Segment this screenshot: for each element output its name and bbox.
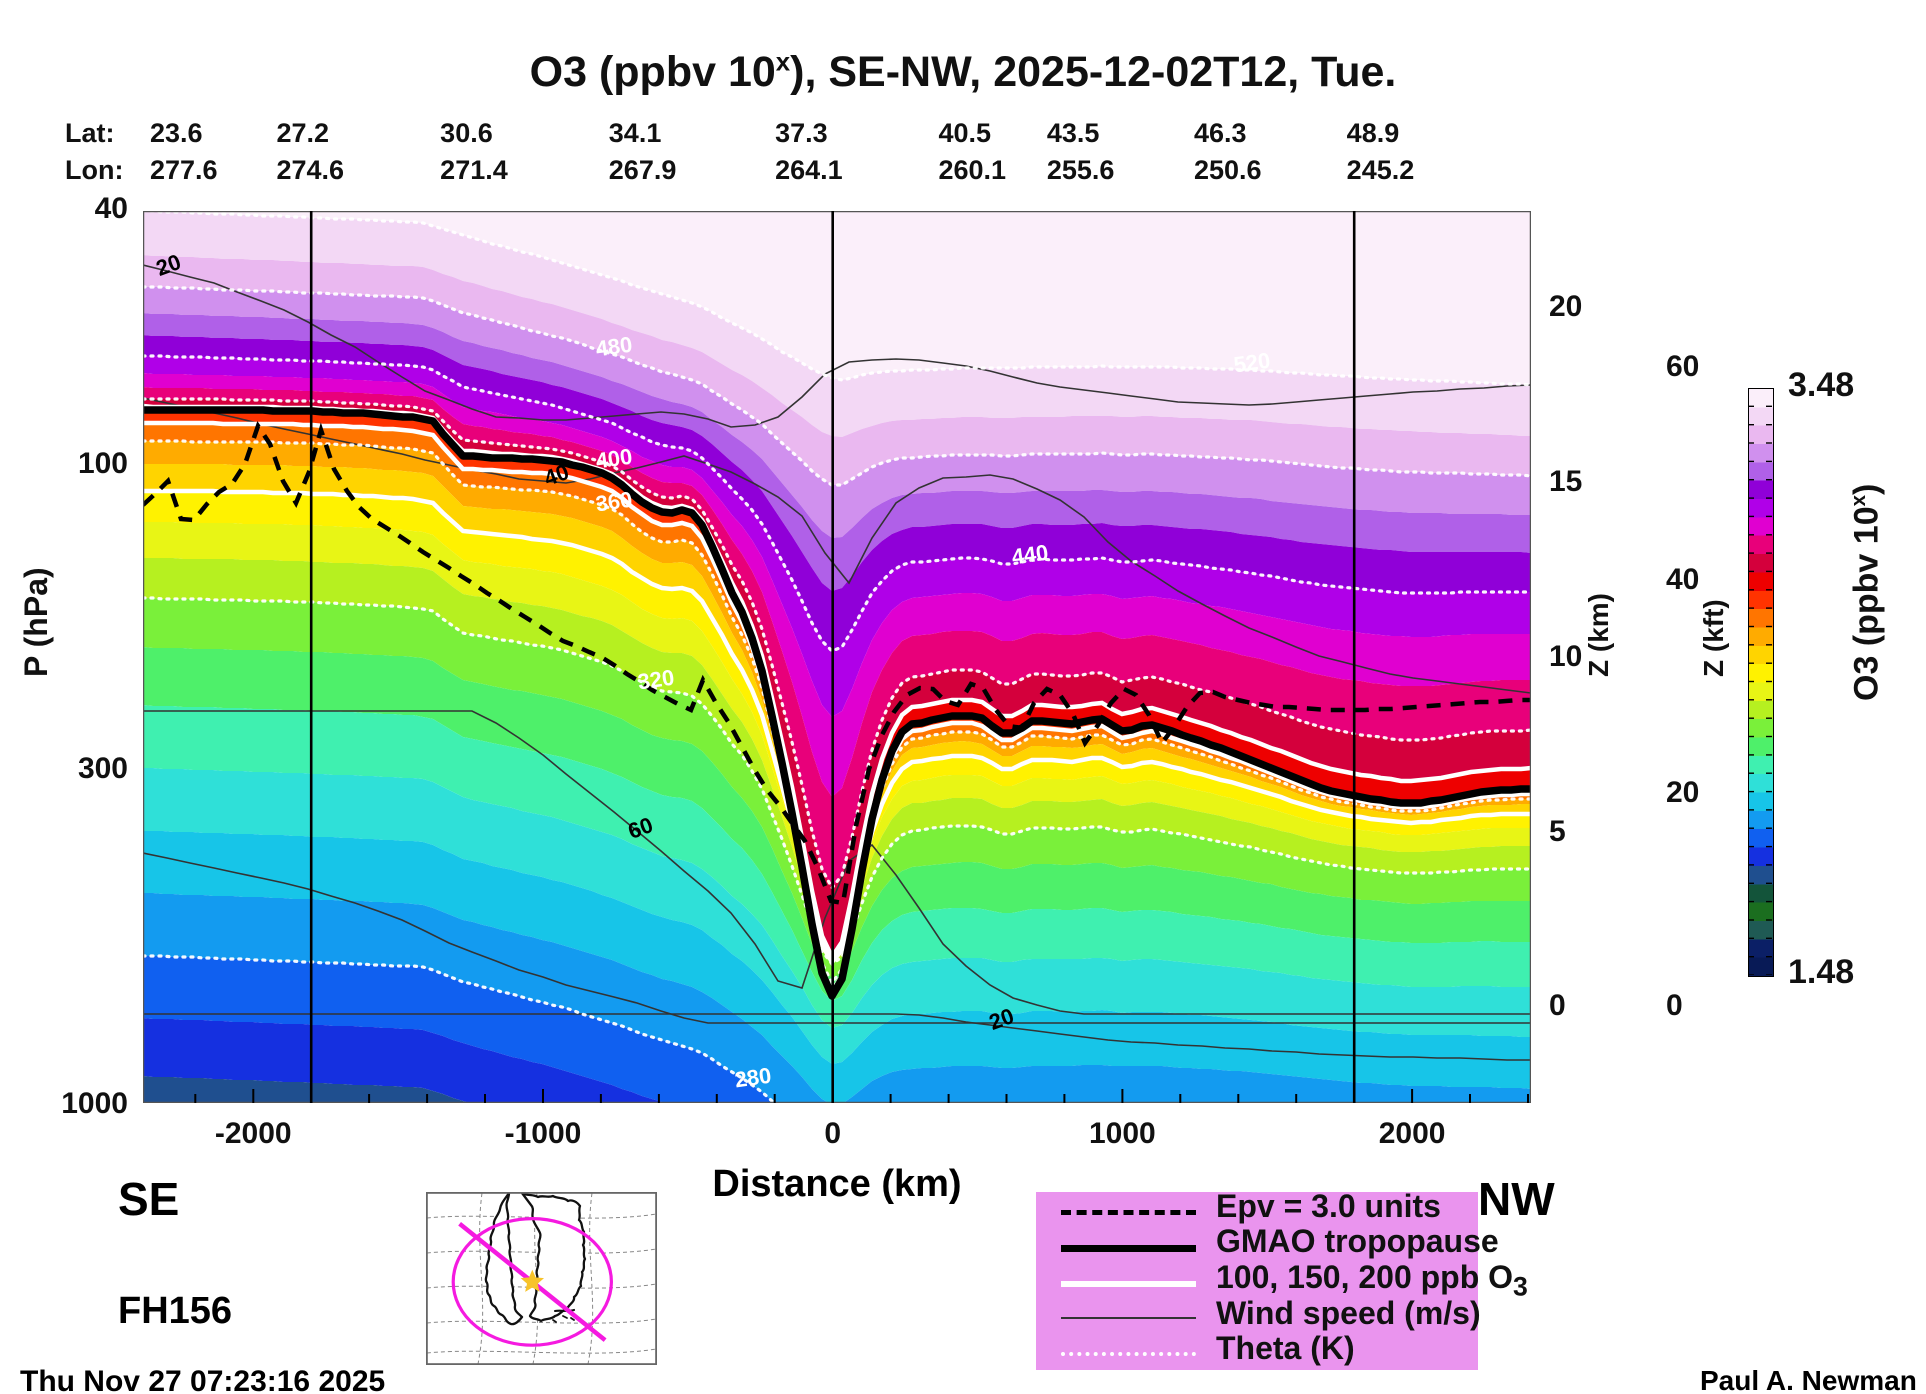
svg-text:400: 400 bbox=[594, 444, 634, 474]
svg-text:480: 480 bbox=[594, 332, 634, 362]
svg-text:520: 520 bbox=[1232, 348, 1272, 378]
svg-text:280: 280 bbox=[733, 1063, 773, 1093]
svg-text:440: 440 bbox=[1010, 540, 1050, 570]
svg-text:360: 360 bbox=[594, 487, 634, 517]
svg-text:320: 320 bbox=[636, 665, 676, 695]
